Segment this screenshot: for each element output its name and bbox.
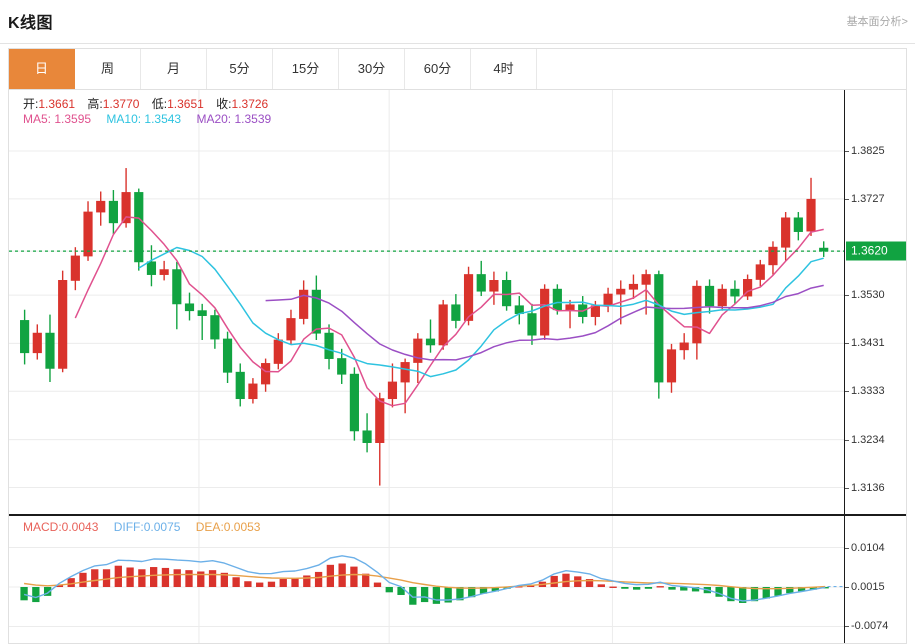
axis-tick <box>845 391 849 393</box>
macd-legend-diff: DIFF:0.0075 <box>113 520 181 534</box>
macd-axis-tick <box>845 626 849 628</box>
price-axis-label: 1.3825 <box>851 144 885 157</box>
high-label: 高: <box>87 97 103 111</box>
macd-axis-tick <box>845 547 849 549</box>
price-axis-label: 1.3333 <box>851 385 885 398</box>
open-label: 开: <box>23 97 39 111</box>
axis-tick <box>845 150 849 152</box>
tab-month[interactable]: 月 <box>141 49 207 89</box>
price-axis-label: 1.3431 <box>851 337 885 350</box>
macd-pane[interactable]: MACD:0.0043 DIFF:0.0075 DEA:0.0053 <box>9 514 907 644</box>
macd-axis-label: 0.0104 <box>851 541 885 554</box>
macd-legend: MACD:0.0043 DIFF:0.0075 DEA:0.0053 <box>23 520 272 534</box>
close-label: 收: <box>216 97 232 111</box>
macd-axis-tick <box>845 587 849 588</box>
macd-axis-label: -0.0074 <box>851 620 889 633</box>
price-pane[interactable]: 开:1.3661 高:1.3770 低:1.3651 收:1.3726 MA5:… <box>9 90 907 514</box>
candlestick-canvas[interactable] <box>9 90 907 514</box>
axis-tick <box>845 487 849 489</box>
price-axis-label: 1.3727 <box>851 192 885 205</box>
price-axis-right: 1.3825 1.3727 1.3620 1.3530 1.3431 1.3333 1.32… <box>844 90 906 643</box>
open-value: 1.3661 <box>38 97 76 111</box>
tabbar-filler <box>537 49 906 89</box>
ma-legend: MA5: 1.3595 MA10: 1.3543 MA20: 1.3539 <box>23 112 283 126</box>
axis-tick <box>845 295 849 297</box>
price-axis-label: 1.3136 <box>851 481 885 494</box>
tab-5min[interactable]: 5分 <box>207 49 273 89</box>
axis-tick <box>845 198 849 200</box>
period-tabbar: 日 周 月 5分 15分 30分 60分 4时 <box>8 48 907 90</box>
axis-tick <box>845 439 849 441</box>
tab-15min[interactable]: 15分 <box>273 49 339 89</box>
axis-tick <box>845 343 849 345</box>
low-label: 低: <box>151 97 168 111</box>
fundamental-analysis-link[interactable]: 基本面分析> <box>846 16 908 28</box>
high-value: 1.3770 <box>102 97 140 111</box>
price-axis-label: 1.3530 <box>851 289 885 302</box>
ma5-legend: MA5: 1.3595 <box>23 112 92 126</box>
macd-legend-dea: DEA:0.0053 <box>195 520 261 534</box>
ma10-legend: MA10: 1.3543 <box>106 112 182 126</box>
macd-canvas[interactable] <box>9 516 907 644</box>
current-price-badge: 1.3620 <box>846 241 906 261</box>
page-title: K线图 <box>8 15 54 32</box>
price-axis-label: 1.3234 <box>851 433 885 446</box>
macd-legend-macd: MACD:0.0043 <box>23 520 99 534</box>
tab-4hour[interactable]: 4时 <box>471 49 537 89</box>
close-value: 1.3726 <box>231 97 269 111</box>
macd-axis-label: 0.0015 <box>851 581 885 593</box>
low-value: 1.3651 <box>167 97 204 111</box>
ma20-legend: MA20: 1.3539 <box>196 112 272 126</box>
tab-60min[interactable]: 60分 <box>405 49 471 89</box>
chart-frame: 开:1.3661 高:1.3770 低:1.3651 收:1.3726 MA5:… <box>8 90 907 644</box>
ohlc-legend: 开:1.3661 高:1.3770 低:1.3651 收:1.3726 <box>23 95 277 112</box>
tab-day[interactable]: 日 <box>9 49 75 89</box>
tab-week[interactable]: 周 <box>75 49 141 89</box>
page-header: K线图 基本面分析> <box>0 0 915 44</box>
tab-30min[interactable]: 30分 <box>339 49 405 89</box>
